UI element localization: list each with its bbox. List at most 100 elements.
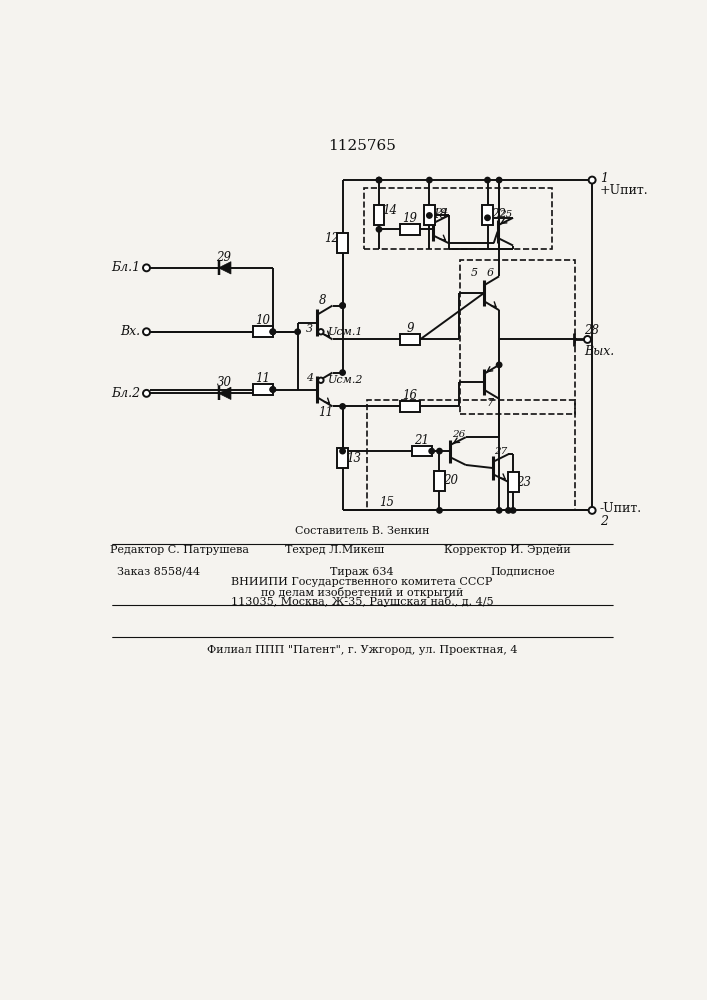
Text: ВНИИПИ Государственного комитета СССР: ВНИИПИ Государственного комитета СССР xyxy=(231,577,493,587)
Circle shape xyxy=(426,177,432,183)
Circle shape xyxy=(510,508,516,513)
Circle shape xyxy=(584,336,591,343)
Text: Заказ 8558/44: Заказ 8558/44 xyxy=(117,567,199,577)
Circle shape xyxy=(437,508,442,513)
Text: Редактор С. Патрушева: Редактор С. Патрушева xyxy=(110,545,250,555)
Bar xyxy=(368,400,575,510)
Bar xyxy=(400,334,420,345)
Text: 1125765: 1125765 xyxy=(328,139,396,153)
Bar xyxy=(252,326,273,337)
Text: Uсм.2: Uсм.2 xyxy=(328,375,363,385)
Text: 8: 8 xyxy=(319,294,326,307)
Circle shape xyxy=(429,448,434,454)
Circle shape xyxy=(589,507,595,514)
Text: по делам изобретений и открытий: по делам изобретений и открытий xyxy=(261,587,463,598)
Bar xyxy=(363,188,552,249)
Text: 9: 9 xyxy=(407,322,414,335)
Text: 22: 22 xyxy=(491,208,506,221)
Text: 113035, Москва, Ж-35, Раушская наб., д. 4/5: 113035, Москва, Ж-35, Раушская наб., д. … xyxy=(230,596,493,607)
Circle shape xyxy=(340,404,345,409)
Text: Uсм.1: Uсм.1 xyxy=(328,327,363,337)
Circle shape xyxy=(143,264,150,271)
Text: 2: 2 xyxy=(600,515,608,528)
Circle shape xyxy=(340,370,345,375)
Text: 4: 4 xyxy=(306,373,313,383)
Bar xyxy=(460,260,575,414)
Text: Бл.2: Бл.2 xyxy=(111,387,140,400)
Circle shape xyxy=(143,390,150,397)
Circle shape xyxy=(496,508,502,513)
Circle shape xyxy=(270,387,276,392)
Circle shape xyxy=(340,448,345,454)
Text: 20: 20 xyxy=(443,474,457,487)
Circle shape xyxy=(376,177,382,183)
Circle shape xyxy=(496,362,502,368)
Text: 26: 26 xyxy=(452,430,465,439)
Text: 29: 29 xyxy=(216,251,231,264)
Text: 30: 30 xyxy=(216,376,231,389)
Circle shape xyxy=(506,508,511,513)
Circle shape xyxy=(485,215,490,220)
Text: 10: 10 xyxy=(255,314,270,327)
Text: 14: 14 xyxy=(382,204,397,217)
Text: Вых.: Вых. xyxy=(585,345,614,358)
Bar xyxy=(373,205,385,225)
Bar xyxy=(434,471,445,491)
Circle shape xyxy=(437,448,442,454)
Text: Бл.1: Бл.1 xyxy=(111,261,140,274)
Circle shape xyxy=(270,329,276,334)
Bar xyxy=(252,384,273,395)
Circle shape xyxy=(295,329,300,334)
Circle shape xyxy=(318,329,324,334)
Text: 1: 1 xyxy=(600,172,608,185)
Polygon shape xyxy=(218,387,231,400)
Circle shape xyxy=(426,213,432,218)
Text: 3: 3 xyxy=(306,324,313,334)
Circle shape xyxy=(376,227,382,232)
Text: Составитель В. Зенкин: Составитель В. Зенкин xyxy=(295,526,429,536)
Bar xyxy=(508,472,518,492)
Text: 11: 11 xyxy=(255,372,270,385)
Text: 27: 27 xyxy=(494,447,508,456)
Text: -Uпит.: -Uпит. xyxy=(600,502,642,515)
Circle shape xyxy=(340,303,345,308)
Text: 7: 7 xyxy=(486,398,494,408)
Text: Филиал ППП "Патент", г. Ужгород, ул. Проектная, 4: Филиал ППП "Патент", г. Ужгород, ул. Про… xyxy=(206,645,518,655)
Text: 5: 5 xyxy=(471,268,478,278)
Circle shape xyxy=(270,329,276,334)
Text: Подписное: Подписное xyxy=(490,567,555,577)
Text: 6: 6 xyxy=(486,268,494,278)
Bar xyxy=(400,401,420,412)
Text: 15: 15 xyxy=(379,496,394,509)
Text: 28: 28 xyxy=(585,324,600,337)
Bar xyxy=(337,448,348,468)
Text: Вх.: Вх. xyxy=(120,325,140,338)
Circle shape xyxy=(376,177,382,183)
Text: 24: 24 xyxy=(435,208,448,217)
Text: 12: 12 xyxy=(325,232,339,245)
Text: 25: 25 xyxy=(499,210,513,219)
Circle shape xyxy=(589,177,595,184)
Text: +Uпит.: +Uпит. xyxy=(600,184,648,197)
Circle shape xyxy=(496,177,502,183)
Bar xyxy=(411,446,432,456)
Text: 18: 18 xyxy=(433,208,448,221)
Text: Техред Л.Микеш: Техред Л.Микеш xyxy=(285,545,385,555)
Bar xyxy=(337,233,348,253)
Text: 16: 16 xyxy=(402,389,418,402)
Circle shape xyxy=(340,303,345,308)
Circle shape xyxy=(270,387,276,392)
Polygon shape xyxy=(218,262,231,274)
Bar xyxy=(424,205,435,225)
Circle shape xyxy=(143,328,150,335)
Text: 21: 21 xyxy=(414,434,429,447)
Text: Тираж 634: Тираж 634 xyxy=(330,567,394,577)
Text: 13: 13 xyxy=(346,452,361,465)
Circle shape xyxy=(485,177,490,183)
Text: Корректор И. Эрдейи: Корректор И. Эрдейи xyxy=(443,545,571,555)
Text: 23: 23 xyxy=(516,476,531,489)
Circle shape xyxy=(318,378,324,383)
Text: 11: 11 xyxy=(319,406,334,419)
Bar xyxy=(482,205,493,225)
Text: 19: 19 xyxy=(402,212,418,225)
